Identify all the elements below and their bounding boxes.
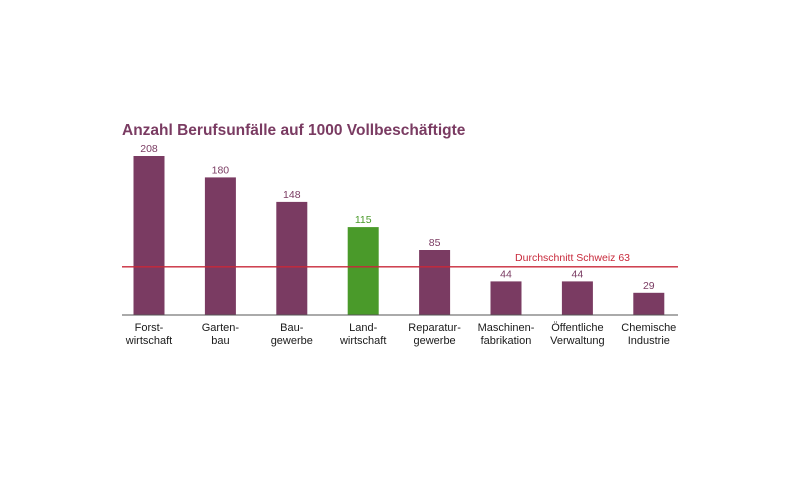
category-label-2-line-0: Bau- [280,322,304,334]
category-label-3-line-0: Land- [349,322,377,334]
reference-line-label: Durchschnitt Schweiz 63 [515,252,630,264]
bar-6 [561,281,593,315]
value-labels-group: 208 180 148 115 85 44 44 29 [140,143,655,292]
value-label-0: 208 [140,143,158,155]
category-label-5-line-1: fabrikation [481,335,532,347]
category-label-0-line-0: Forst- [135,322,164,334]
bar-5 [490,281,522,315]
category-label-6-line-0: Öffentliche [551,322,603,334]
bar-0 [133,156,165,315]
category-label-1-line-0: Garten- [202,322,240,334]
bar-4 [419,250,451,315]
category-label-1-line-1: bau [211,335,229,347]
value-label-4: 85 [429,237,441,249]
value-label-5: 44 [500,268,512,280]
value-label-2: 148 [283,189,301,201]
chart-title: Anzahl Berufsunfälle auf 1000 Vollbeschä… [122,122,466,139]
value-label-3: 115 [355,214,372,226]
category-label-7-line-1: Industrie [628,335,670,347]
bar-1 [204,177,236,315]
value-label-7: 29 [643,280,655,292]
category-label-5-line-0: Maschinen- [478,322,535,334]
category-label-6-line-1: Verwaltung [550,335,604,347]
value-label-6: 44 [572,268,584,280]
category-label-4-line-1: gewerbe [413,335,455,347]
bar-3 [347,227,379,315]
category-label-4-line-0: Reparatur- [408,322,461,334]
bar-7 [633,292,665,315]
bar-2 [276,201,308,315]
category-label-3-line-1: wirtschaft [339,335,386,347]
category-label-0-line-1: wirtschaft [125,335,172,347]
category-labels-group: Forst-wirtschaft Garten-bau Bau-gewerbe Lan… [125,322,677,347]
value-label-1: 180 [212,164,230,176]
bars-group [133,156,665,315]
category-label-2-line-1: gewerbe [271,335,313,347]
category-label-7-line-0: Chemische [621,322,676,334]
